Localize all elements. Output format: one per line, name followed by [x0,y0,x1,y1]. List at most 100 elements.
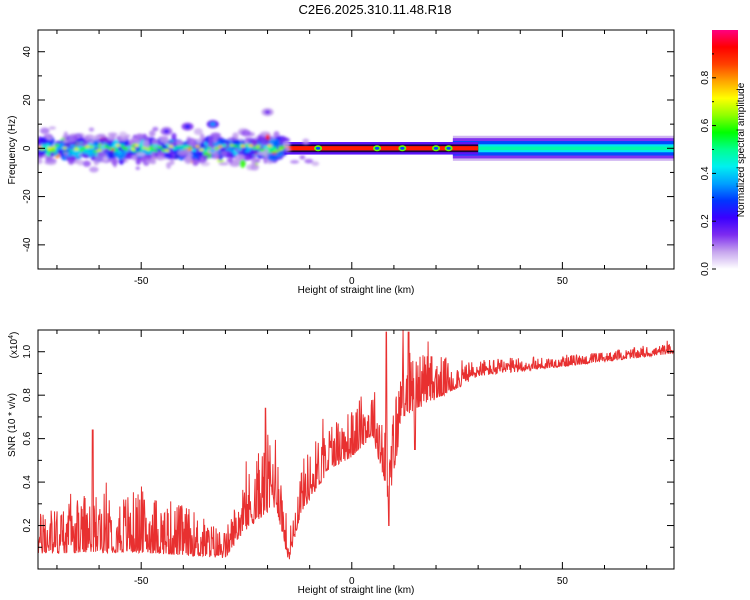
clutter-core [251,146,257,150]
clutter-blob [217,159,225,163]
snr-y-multiplier-prefix: (x10 [9,338,20,358]
clutter-blob [71,149,81,157]
clutter-blob [148,130,156,137]
clutter-blob [267,154,278,162]
clutter-core [229,143,235,147]
x-tick-label: 50 [557,576,569,587]
x-tick-label: 0 [349,576,355,587]
y-tick-label: 20 [22,94,33,106]
snr-x-axis-label: Height of straight line (km) [298,585,415,596]
clutter-faint [156,156,165,161]
clutter-core [81,146,87,150]
plateau-band [452,146,674,151]
clutter-faint [250,164,260,171]
clutter-core [92,149,98,153]
line-node-center [315,146,321,150]
clutter-faint [245,137,254,142]
clutter-blob [113,151,120,157]
clutter-core [126,145,132,149]
clutter-core [195,144,201,148]
sparse-blob-core [163,129,170,134]
clutter-blob [218,162,229,166]
snr-y-multiplier: (x104) [8,332,20,359]
clutter-core [255,144,261,148]
clutter-faint [212,138,217,143]
clutter-faint [299,155,306,160]
clutter-faint [107,135,116,141]
clutter-blob [169,159,175,166]
clutter-core [248,144,254,148]
clutter-faint [311,161,320,167]
clutter-core [210,149,216,153]
clutter-core [54,143,60,147]
clutter-core [176,145,182,149]
y-tick-label: 0 [22,145,33,151]
clutter-core [206,146,212,150]
clutter-core [225,148,231,152]
clutter-core [70,144,76,148]
clutter-core [179,144,185,148]
x-tick-label: 50 [557,276,569,287]
clutter-core [85,145,91,149]
clutter-blob [142,140,150,149]
clutter-blob [184,156,193,165]
spectrogram-axes: -50 0 50 -40 -20 0 20 40 [22,30,674,287]
clutter-core [149,147,155,151]
clutter-faint [284,147,292,152]
clutter-faint [240,129,251,137]
clutter-core [259,148,265,152]
clutter-blob [38,158,43,165]
clutter-faint [88,127,95,132]
y-tick-label: -40 [22,237,33,252]
clutter-core [145,147,151,151]
clutter-faint [45,156,54,163]
clutter-core [164,149,170,153]
clutter-faint [200,156,205,163]
clutter-core [58,144,64,148]
clutter-faint [283,141,291,148]
clutter-blob [171,132,177,140]
clutter-core [236,147,242,151]
y-tick-label: -20 [22,189,33,204]
clutter-blob [135,158,141,165]
clutter-faint [226,158,232,163]
clutter-faint [191,142,197,147]
clutter-faint [119,131,127,138]
clutter-core [233,144,239,148]
clutter-faint [220,150,228,157]
clutter-faint [304,158,314,164]
x-tick-label: -50 [134,276,149,287]
clutter-core [214,147,220,151]
clutter-blob [57,148,63,155]
clutter-blob [227,137,236,141]
clutter-faint [151,139,159,146]
clutter-core [168,145,174,149]
clutter-blob [273,140,280,147]
clutter-core [161,148,167,152]
clutter-core [142,146,148,150]
clutter-faint [152,126,159,132]
x-tick-label: -50 [134,576,149,587]
clutter-faint [39,127,50,135]
clutter-faint [48,126,56,130]
snr-line [38,330,674,560]
spectrogram-frame [37,29,675,270]
colorbar-gradient [712,30,738,269]
clutter-blob [135,133,145,141]
y-tick-label: 0.4 [22,475,33,489]
colorbar-tick-label: 0.0 [700,262,711,276]
clutter-core [221,143,227,147]
clutter-core [183,144,189,148]
clutter-core [73,147,79,151]
clutter-faint [192,160,199,166]
clutter-core [96,149,102,153]
clutter-blob [158,138,170,143]
clutter-blob [45,135,53,141]
clutter-core [191,148,197,152]
clutter-faint [135,152,146,157]
chart-title: C2E6.2025.310.11.48.R18 [298,2,452,17]
clutter-faint [102,156,109,162]
clutter-core [138,144,144,148]
clutter-blob [107,132,118,137]
clutter-core [51,145,57,149]
